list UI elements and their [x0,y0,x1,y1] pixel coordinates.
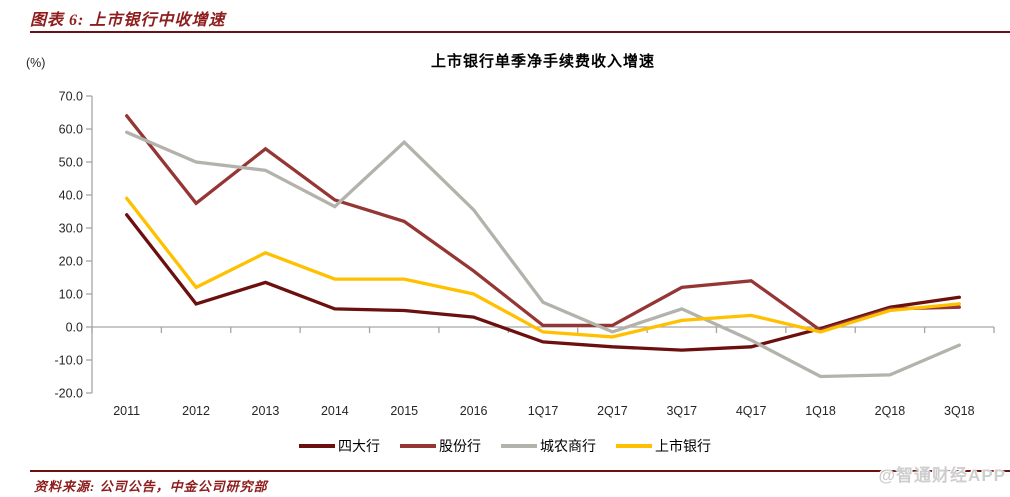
figure-title: 上市银行中收增速 [89,12,226,29]
legend-label: 四大行 [338,440,380,455]
x-axis-tick-label: 2014 [321,404,349,418]
y-axis-tick-label: 20.0 [59,255,83,269]
y-axis-tick-label: -10.0 [55,354,84,368]
y-axis-tick-label: 30.0 [59,222,83,236]
x-axis-tick-label: 2011 [113,404,140,418]
series-line-股份行 [125,114,961,333]
series-line-上市银行 [125,196,961,339]
figure-header: 图表 6: 上市银行中收增速 [30,6,225,30]
y-axis-tick-label: 0.0 [66,321,83,335]
watermark-text: @智通财经APP [878,466,1006,485]
chart-legend: 四大行 股份行 城农商行 上市银行 [0,436,1010,456]
y-axis-unit-label: (%) [26,56,46,70]
x-axis-tick-label: 2012 [182,404,210,418]
y-axis-tick-label: 40.0 [59,189,83,203]
x-axis-tick-label: 2016 [460,404,488,418]
footer-divider [30,470,1010,472]
legend-line-swatch [616,444,652,448]
legend-label: 上市银行 [655,440,711,455]
x-axis-tick-label: 2015 [390,404,418,418]
x-axis-tick-label: 2Q18 [875,404,906,418]
legend-item-2: 城农商行 [501,436,596,456]
y-axis-tick-label: 10.0 [59,288,83,302]
source-note: 资料来源: 公司公告，中金公司研究部 [34,479,268,494]
legend-item-0: 四大行 [299,436,380,456]
x-axis-tick-label: 1Q18 [805,404,836,418]
series-line-四大行 [125,213,961,352]
x-axis-tick-label: 3Q18 [944,404,975,418]
y-axis-tick-label: 60.0 [59,123,83,137]
y-axis-tick-label: 70.0 [59,90,83,104]
legend-line-swatch [501,444,537,448]
legend-line-swatch [400,444,436,448]
legend-label: 城农商行 [540,440,596,455]
x-axis-tick-label: 4Q17 [736,404,767,418]
x-axis-tick-label: 1Q17 [528,404,559,418]
series-line-城农商行 [125,130,961,379]
chart-title: 上市银行单季净手续费收入增速 [430,53,655,70]
legend-item-3: 上市银行 [616,436,711,456]
x-axis-tick-label: 2013 [252,404,280,418]
figure-number-label: 图表 6: [30,12,85,29]
legend-line-swatch [299,444,335,448]
x-axis-tick-label: 3Q17 [666,404,697,418]
x-axis-tick-label: 2Q17 [597,404,628,418]
y-axis-tick-label: -20.0 [55,387,84,401]
legend-item-1: 股份行 [400,436,481,456]
y-axis-tick-label: 50.0 [59,156,83,170]
header-divider [30,31,1010,33]
legend-label: 股份行 [439,440,481,455]
